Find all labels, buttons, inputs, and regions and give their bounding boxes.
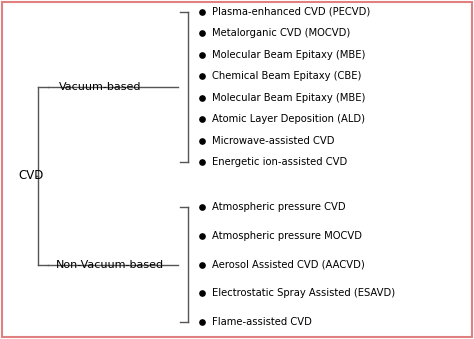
Text: Metalorganic CVD (MOCVD): Metalorganic CVD (MOCVD) <box>212 28 350 38</box>
Text: Plasma-enhanced CVD (PECVD): Plasma-enhanced CVD (PECVD) <box>212 7 370 17</box>
Text: Atomic Layer Deposition (ALD): Atomic Layer Deposition (ALD) <box>212 114 365 124</box>
Text: Flame-assisted CVD: Flame-assisted CVD <box>212 317 312 327</box>
Text: Vacuum-based: Vacuum-based <box>59 82 141 92</box>
Text: Atmospheric pressure MOCVD: Atmospheric pressure MOCVD <box>212 231 362 241</box>
Text: Molecular Beam Epitaxy (MBE): Molecular Beam Epitaxy (MBE) <box>212 50 365 60</box>
Text: CVD: CVD <box>18 169 44 182</box>
Text: Atmospheric pressure CVD: Atmospheric pressure CVD <box>212 202 346 212</box>
Text: Aerosol Assisted CVD (AACVD): Aerosol Assisted CVD (AACVD) <box>212 259 365 270</box>
Text: Electrostatic Spray Assisted (ESAVD): Electrostatic Spray Assisted (ESAVD) <box>212 288 395 298</box>
Text: Energetic ion-assisted CVD: Energetic ion-assisted CVD <box>212 157 347 167</box>
Text: Microwave-assisted CVD: Microwave-assisted CVD <box>212 136 335 145</box>
Text: Molecular Beam Epitaxy (MBE): Molecular Beam Epitaxy (MBE) <box>212 93 365 103</box>
Text: Non-Vacuum-based: Non-Vacuum-based <box>56 259 164 270</box>
Text: Chemical Beam Epitaxy (CBE): Chemical Beam Epitaxy (CBE) <box>212 71 361 81</box>
